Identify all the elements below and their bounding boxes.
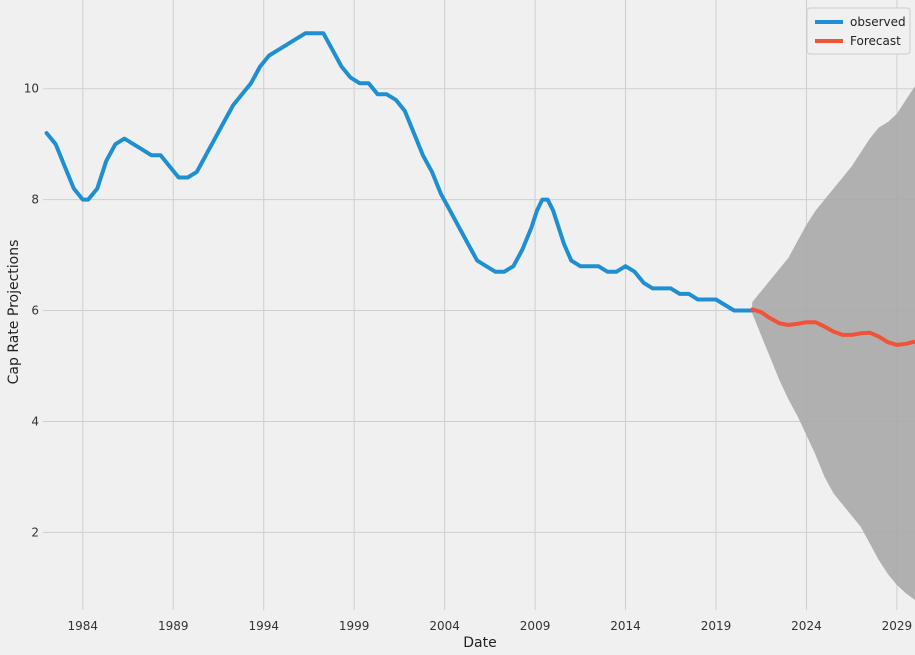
confidence-interval-band <box>752 86 915 600</box>
x-axis-label: Date <box>463 635 496 651</box>
x-tick-label-1999: 1999 <box>339 619 370 633</box>
series-lines <box>44 31 915 347</box>
x-tick-label-2019: 2019 <box>701 619 732 633</box>
x-tick-labels: 1984 1989 1994 1999 2004 2009 2014 2019 2024 2029 <box>68 619 913 633</box>
x-tick-label-2024: 2024 <box>791 619 822 633</box>
x-tick-label-2014: 2014 <box>610 619 641 633</box>
x-tick-label-2009: 2009 <box>520 619 551 633</box>
x-tick-label-1984: 1984 <box>68 619 99 633</box>
legend-label-forecast: Forecast <box>850 34 901 48</box>
forecast-confidence-band <box>752 86 915 600</box>
series-line-observed <box>44 31 755 313</box>
y-tick-label-2: 2 <box>31 525 39 539</box>
y-tick-label-6: 6 <box>31 304 39 318</box>
x-tick-label-2004: 2004 <box>429 619 460 633</box>
series-line-forecast <box>750 307 915 347</box>
y-tick-label-10: 10 <box>24 82 39 96</box>
y-tick-label-8: 8 <box>31 193 39 207</box>
legend: observed Forecast <box>806 7 911 55</box>
y-axis-label: Cap Rate Projections <box>6 240 22 385</box>
x-tick-label-2029: 2029 <box>882 619 913 633</box>
x-tick-label-1994: 1994 <box>248 619 279 633</box>
y-tick-labels: 2 4 6 8 10 <box>24 82 39 540</box>
legend-label-observed: observed <box>850 15 906 29</box>
y-tick-label-4: 4 <box>31 414 39 428</box>
x-tick-label-1989: 1989 <box>158 619 189 633</box>
